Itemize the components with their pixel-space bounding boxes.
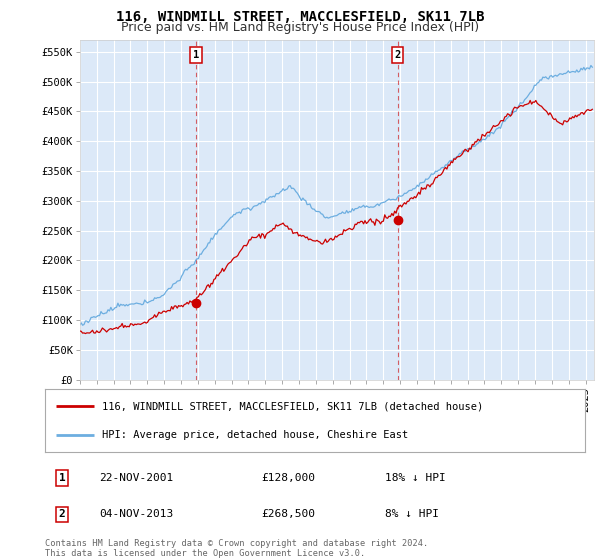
Text: 2: 2 (59, 510, 65, 520)
Text: £128,000: £128,000 (261, 473, 315, 483)
Text: 1: 1 (193, 50, 199, 60)
Text: HPI: Average price, detached house, Cheshire East: HPI: Average price, detached house, Ches… (101, 430, 408, 440)
Text: 8% ↓ HPI: 8% ↓ HPI (385, 510, 439, 520)
Text: 1: 1 (59, 473, 65, 483)
Text: 116, WINDMILL STREET, MACCLESFIELD, SK11 7LB: 116, WINDMILL STREET, MACCLESFIELD, SK11… (116, 10, 484, 24)
Text: 116, WINDMILL STREET, MACCLESFIELD, SK11 7LB (detached house): 116, WINDMILL STREET, MACCLESFIELD, SK11… (101, 401, 483, 411)
Text: 04-NOV-2013: 04-NOV-2013 (99, 510, 173, 520)
Text: 18% ↓ HPI: 18% ↓ HPI (385, 473, 446, 483)
Text: £268,500: £268,500 (261, 510, 315, 520)
Text: Contains HM Land Registry data © Crown copyright and database right 2024.
This d: Contains HM Land Registry data © Crown c… (45, 539, 428, 558)
Text: Price paid vs. HM Land Registry's House Price Index (HPI): Price paid vs. HM Land Registry's House … (121, 21, 479, 34)
Text: 2: 2 (394, 50, 401, 60)
Text: 22-NOV-2001: 22-NOV-2001 (99, 473, 173, 483)
